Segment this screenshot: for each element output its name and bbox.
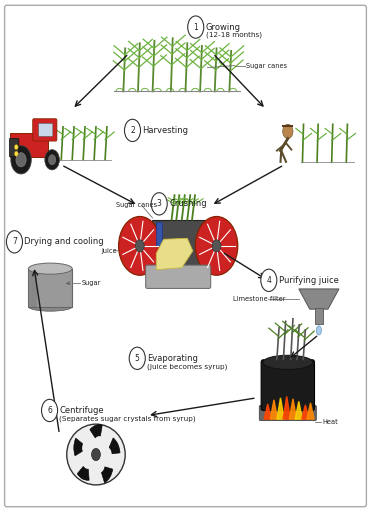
Text: (Separates sugar crystals from syrup): (Separates sugar crystals from syrup) — [59, 415, 196, 422]
FancyBboxPatch shape — [315, 308, 323, 325]
Text: 5: 5 — [135, 354, 140, 363]
FancyBboxPatch shape — [146, 265, 211, 288]
Text: Heat: Heat — [322, 419, 338, 425]
Text: 3: 3 — [157, 199, 162, 208]
FancyBboxPatch shape — [259, 406, 316, 420]
Circle shape — [196, 217, 238, 275]
Circle shape — [14, 144, 18, 150]
FancyBboxPatch shape — [152, 220, 204, 268]
Text: Sugar canes: Sugar canes — [116, 202, 157, 208]
Circle shape — [119, 217, 161, 275]
Text: 6: 6 — [47, 406, 52, 415]
Text: (12-18 months): (12-18 months) — [206, 32, 262, 38]
Circle shape — [261, 269, 277, 291]
Circle shape — [92, 449, 100, 461]
Ellipse shape — [263, 355, 313, 370]
Wedge shape — [101, 467, 113, 483]
Text: 1: 1 — [193, 23, 198, 32]
Polygon shape — [277, 398, 284, 419]
Polygon shape — [289, 399, 296, 419]
Wedge shape — [77, 466, 89, 480]
Ellipse shape — [316, 326, 321, 335]
Circle shape — [42, 399, 58, 421]
Polygon shape — [264, 404, 271, 419]
Text: Sugar canes: Sugar canes — [246, 62, 287, 69]
Polygon shape — [299, 289, 339, 309]
Text: Drying and cooling: Drying and cooling — [24, 238, 104, 246]
Circle shape — [6, 231, 23, 253]
Wedge shape — [109, 438, 120, 454]
Circle shape — [45, 150, 59, 170]
Polygon shape — [302, 405, 309, 419]
Text: 7: 7 — [12, 238, 17, 246]
Circle shape — [212, 240, 221, 252]
FancyBboxPatch shape — [28, 269, 72, 307]
Text: Limestone filter: Limestone filter — [233, 296, 286, 302]
Text: Harvesting: Harvesting — [142, 126, 188, 135]
Circle shape — [16, 153, 26, 167]
Circle shape — [49, 155, 56, 165]
FancyBboxPatch shape — [39, 123, 53, 137]
FancyBboxPatch shape — [155, 222, 162, 246]
Ellipse shape — [28, 302, 72, 311]
Polygon shape — [270, 400, 278, 419]
Text: Crushing: Crushing — [169, 199, 207, 208]
FancyBboxPatch shape — [9, 139, 19, 157]
Polygon shape — [307, 403, 314, 419]
Polygon shape — [156, 238, 193, 270]
Text: (Juice becomes syrup): (Juice becomes syrup) — [147, 363, 227, 370]
Text: 4: 4 — [266, 276, 271, 285]
Polygon shape — [295, 401, 302, 419]
FancyBboxPatch shape — [10, 133, 49, 157]
Circle shape — [11, 145, 31, 174]
Text: Juice: Juice — [101, 248, 117, 254]
Circle shape — [283, 124, 293, 139]
Circle shape — [135, 240, 144, 252]
FancyBboxPatch shape — [33, 119, 57, 141]
Circle shape — [14, 151, 18, 156]
Circle shape — [129, 347, 145, 370]
Ellipse shape — [67, 424, 125, 485]
Circle shape — [188, 16, 204, 38]
Text: Purifying juice: Purifying juice — [279, 276, 339, 285]
Text: Growing: Growing — [206, 23, 241, 32]
FancyBboxPatch shape — [261, 360, 315, 411]
Text: Sugar: Sugar — [81, 280, 101, 286]
Wedge shape — [90, 424, 102, 438]
Wedge shape — [74, 438, 83, 456]
Ellipse shape — [28, 263, 72, 274]
Text: Evaporating: Evaporating — [147, 354, 198, 363]
Circle shape — [125, 119, 141, 141]
Text: 2: 2 — [130, 126, 135, 135]
Polygon shape — [283, 396, 290, 419]
Text: Centrifuge: Centrifuge — [59, 406, 104, 415]
FancyBboxPatch shape — [28, 269, 37, 307]
Circle shape — [151, 193, 167, 215]
